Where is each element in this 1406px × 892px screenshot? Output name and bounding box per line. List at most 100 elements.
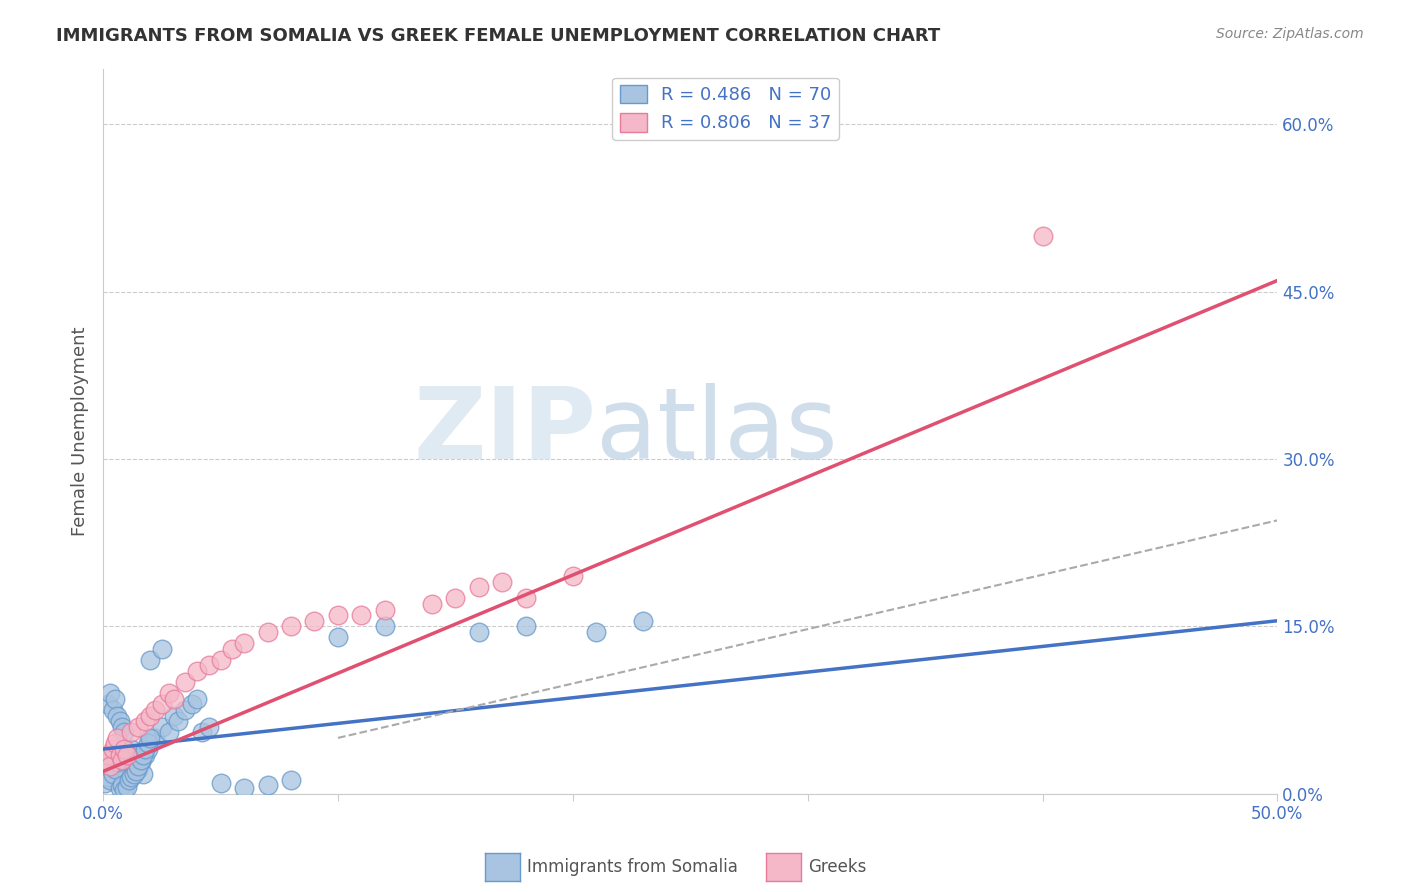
Point <box>209 653 232 667</box>
Point <box>105 756 128 770</box>
Point <box>104 691 127 706</box>
Point <box>115 747 138 762</box>
Point <box>122 766 145 780</box>
Point <box>115 780 138 794</box>
Point <box>127 762 149 776</box>
Point <box>98 686 121 700</box>
Point <box>139 731 162 745</box>
Point <box>111 753 134 767</box>
Point <box>132 747 155 762</box>
Point <box>132 766 155 780</box>
Point <box>112 725 135 739</box>
Point <box>97 770 120 784</box>
Point <box>122 759 145 773</box>
Point <box>120 742 142 756</box>
Point <box>221 641 243 656</box>
Point <box>280 619 302 633</box>
Point <box>561 569 583 583</box>
Point <box>129 756 152 770</box>
Point <box>350 608 373 623</box>
Point <box>98 759 121 773</box>
Point <box>233 636 256 650</box>
Point <box>97 698 120 712</box>
Point <box>143 731 166 745</box>
Point <box>101 759 124 773</box>
Point <box>280 773 302 788</box>
Point <box>157 686 180 700</box>
Point <box>174 703 197 717</box>
Point <box>444 591 467 606</box>
Text: Source: ZipAtlas.com: Source: ZipAtlas.com <box>1216 27 1364 41</box>
Point <box>150 641 173 656</box>
Point <box>112 770 135 784</box>
Point <box>97 764 120 779</box>
Point <box>585 624 607 639</box>
Point <box>111 720 134 734</box>
Point <box>125 753 148 767</box>
Point <box>127 759 149 773</box>
Point <box>112 783 135 797</box>
Text: Greeks: Greeks <box>808 858 868 876</box>
Legend: R = 0.486   N = 70, R = 0.806   N = 37: R = 0.486 N = 70, R = 0.806 N = 37 <box>613 78 838 140</box>
Point <box>256 624 278 639</box>
Point <box>105 708 128 723</box>
Point <box>98 753 121 767</box>
Point <box>186 664 208 678</box>
Point <box>468 580 491 594</box>
Point <box>139 708 162 723</box>
Point <box>94 759 117 773</box>
Point <box>233 781 256 796</box>
Point <box>134 747 156 762</box>
Point <box>108 781 131 796</box>
Point <box>134 742 156 756</box>
Point <box>326 631 349 645</box>
Point <box>111 778 134 792</box>
Point <box>1031 228 1053 243</box>
Point <box>111 751 134 765</box>
Point <box>209 775 232 789</box>
Point <box>150 698 173 712</box>
Point <box>105 766 128 780</box>
Point <box>108 747 131 762</box>
Point <box>136 736 159 750</box>
Point <box>101 742 124 756</box>
Point <box>134 714 156 728</box>
Point <box>374 602 396 616</box>
Point <box>157 725 180 739</box>
Point <box>191 725 214 739</box>
Point <box>139 653 162 667</box>
Point <box>139 736 162 750</box>
Text: Immigrants from Somalia: Immigrants from Somalia <box>527 858 738 876</box>
Point <box>105 731 128 745</box>
Point <box>136 742 159 756</box>
Point <box>104 762 127 776</box>
Point <box>468 624 491 639</box>
Point <box>104 736 127 750</box>
Point <box>129 753 152 767</box>
Point <box>326 608 349 623</box>
Point <box>304 614 326 628</box>
Point <box>112 742 135 756</box>
Point <box>198 720 221 734</box>
Point <box>186 691 208 706</box>
Point <box>515 591 537 606</box>
Text: IMMIGRANTS FROM SOMALIA VS GREEK FEMALE UNEMPLOYMENT CORRELATION CHART: IMMIGRANTS FROM SOMALIA VS GREEK FEMALE … <box>56 27 941 45</box>
Point <box>174 675 197 690</box>
Point <box>491 574 513 589</box>
Point <box>150 720 173 734</box>
Point <box>94 753 117 767</box>
Point <box>98 773 121 788</box>
Point <box>515 619 537 633</box>
Point <box>167 714 190 728</box>
Point <box>143 703 166 717</box>
Point <box>101 703 124 717</box>
Point <box>118 747 141 762</box>
Point <box>108 756 131 770</box>
Y-axis label: Female Unemployment: Female Unemployment <box>72 326 89 536</box>
Point <box>162 691 184 706</box>
Point <box>108 714 131 728</box>
Point <box>120 770 142 784</box>
Point <box>127 720 149 734</box>
Point <box>181 698 204 712</box>
Point <box>198 658 221 673</box>
